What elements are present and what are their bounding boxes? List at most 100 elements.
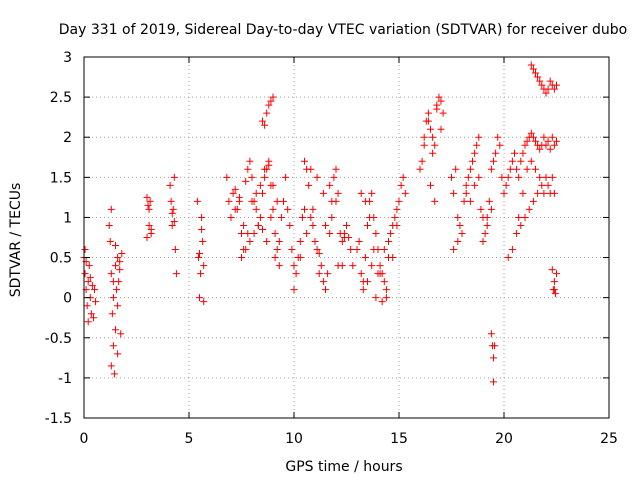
data-point: [225, 197, 233, 205]
data-point: [416, 165, 424, 173]
data-point: [227, 213, 235, 221]
data-point: [315, 250, 323, 258]
data-point: [196, 250, 203, 258]
data-point: [242, 177, 250, 185]
data-point: [536, 173, 544, 181]
data-point: [271, 254, 279, 262]
data-point: [529, 133, 537, 141]
data-point: [532, 137, 539, 145]
data-point: [322, 221, 329, 229]
data-point: [231, 185, 239, 193]
data-point: [273, 197, 281, 205]
y-tick-label: 0: [63, 291, 72, 307]
data-point: [196, 294, 203, 302]
data-point: [471, 181, 479, 189]
data-point: [88, 282, 96, 290]
data-point: [357, 189, 365, 197]
data-point: [450, 189, 458, 197]
data-point: [548, 133, 556, 141]
chart-title: Day 331 of 2019, Sidereal Day-to-day VTE…: [59, 22, 627, 38]
data-point: [544, 137, 552, 145]
data-point: [309, 221, 317, 229]
data-point: [393, 205, 401, 213]
data-point: [267, 97, 275, 105]
data-point: [391, 213, 399, 221]
data-point: [168, 221, 176, 229]
data-point: [471, 149, 479, 157]
data-point: [85, 262, 93, 270]
data-point: [517, 221, 525, 229]
data-point: [546, 77, 554, 85]
data-point: [108, 310, 116, 318]
y-tick-label: 0.5: [50, 251, 72, 267]
data-point: [540, 133, 548, 141]
data-point: [143, 193, 151, 201]
data-point: [145, 221, 153, 229]
data-point: [439, 109, 447, 117]
data-point: [114, 302, 122, 310]
data-point: [109, 278, 117, 286]
data-point: [385, 238, 392, 246]
y-tick-label: 2.5: [50, 90, 72, 106]
data-point: [170, 173, 178, 181]
data-point: [332, 197, 340, 205]
data-point: [435, 93, 443, 101]
data-point: [231, 205, 239, 213]
data-point: [347, 246, 355, 254]
data-point: [113, 286, 121, 294]
x-tick-label: 5: [185, 431, 194, 447]
data-point: [529, 65, 537, 73]
x-tick-label: 20: [495, 431, 513, 447]
data-point: [511, 149, 518, 157]
data-point: [117, 330, 125, 338]
data-point: [256, 213, 264, 221]
data-point: [494, 133, 502, 141]
data-point: [368, 189, 376, 197]
data-point: [492, 149, 500, 157]
data-point: [259, 225, 266, 233]
data-point: [450, 246, 458, 254]
y-tick-label: -0.5: [45, 331, 72, 347]
data-point: [338, 238, 346, 246]
data-point: [307, 213, 315, 221]
data-point: [519, 189, 527, 197]
data-point: [107, 205, 115, 213]
data-point: [473, 141, 481, 149]
data-point: [527, 157, 535, 165]
data-point: [397, 181, 405, 189]
data-point: [324, 270, 332, 278]
data-point: [309, 205, 317, 213]
data-point: [462, 189, 470, 197]
data-point: [378, 298, 386, 306]
data-point: [261, 173, 269, 181]
data-point: [523, 137, 531, 145]
data-point: [513, 165, 521, 173]
data-point: [305, 181, 313, 189]
data-point: [454, 213, 462, 221]
x-tick-label: 0: [80, 431, 89, 447]
data-points: [80, 61, 560, 386]
data-point: [491, 342, 499, 350]
data-point: [240, 221, 248, 229]
data-point: [460, 197, 468, 205]
data-point: [171, 246, 179, 254]
data-point: [448, 173, 455, 181]
data-point: [366, 213, 374, 221]
data-point: [544, 181, 552, 189]
data-point: [87, 310, 95, 318]
data-point: [86, 274, 94, 282]
data-point: [248, 197, 256, 205]
data-point: [521, 213, 529, 221]
data-point: [328, 213, 336, 221]
data-point: [114, 254, 122, 262]
data-point: [515, 173, 523, 181]
data-point: [529, 197, 537, 205]
data-point: [355, 238, 363, 246]
data-point: [437, 125, 445, 133]
data-point: [250, 229, 258, 237]
data-point: [395, 197, 403, 205]
data-point: [481, 229, 489, 237]
data-point: [200, 262, 208, 270]
y-tick-label: 1.5: [50, 170, 72, 186]
